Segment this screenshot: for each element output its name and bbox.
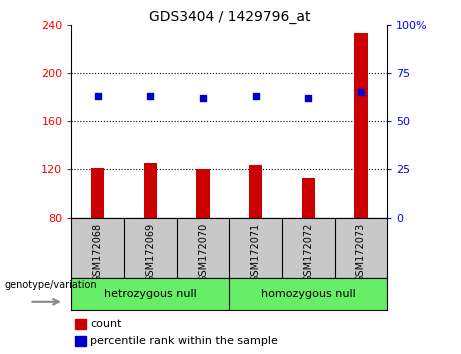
Bar (91, 168, 104, 218)
Bar (301, 178, 315, 218)
Bar (144, 164, 157, 218)
Bar (249, 165, 262, 218)
Point (94, 93, 101, 99)
Text: GSM172072: GSM172072 (303, 223, 313, 282)
Point (199, 95, 207, 101)
Title: GDS3404 / 1429796_at: GDS3404 / 1429796_at (148, 10, 310, 24)
Point (147, 93, 154, 99)
Text: homozygous null: homozygous null (261, 289, 356, 299)
Text: GSM172069: GSM172069 (145, 223, 155, 282)
Point (305, 95, 312, 101)
Point (252, 93, 260, 99)
Text: genotype/variation: genotype/variation (5, 280, 97, 290)
Text: count: count (90, 319, 122, 329)
Text: percentile rank within the sample: percentile rank within the sample (90, 336, 278, 346)
Text: GSM172068: GSM172068 (93, 223, 103, 282)
Point (357, 90, 365, 95)
Bar (196, 170, 210, 218)
Text: GSM172070: GSM172070 (198, 223, 208, 282)
Bar (75, 336, 86, 346)
Bar (75, 319, 86, 329)
Bar (355, 33, 367, 218)
Text: hetrozygous null: hetrozygous null (104, 289, 197, 299)
Text: GSM172073: GSM172073 (356, 223, 366, 282)
Text: GSM172071: GSM172071 (251, 223, 260, 282)
